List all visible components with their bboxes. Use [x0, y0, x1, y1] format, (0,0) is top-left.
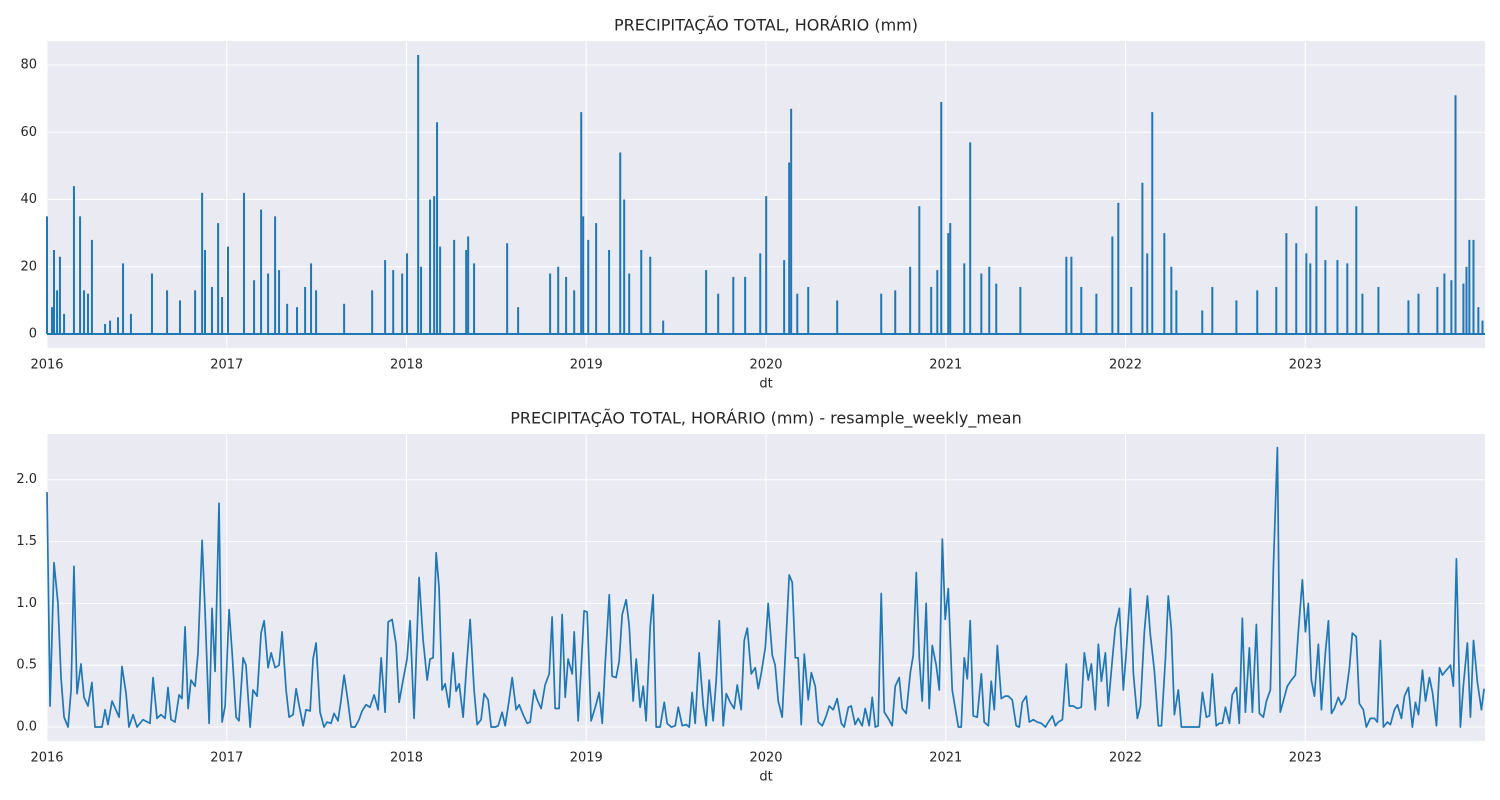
- y-tick-label: 0.0: [16, 720, 37, 735]
- x-tick-label: 2020: [749, 751, 782, 766]
- x-tick-label: 2022: [1109, 358, 1142, 373]
- x-tick-label: 2017: [210, 751, 243, 766]
- x-tick-label: 2017: [210, 358, 243, 373]
- x-tick-label: 2020: [749, 358, 782, 373]
- y-tick-label: 1.0: [16, 596, 37, 611]
- x-tick-label: 2021: [929, 751, 962, 766]
- y-tick-label: 60: [20, 125, 37, 140]
- x-tick-label: 2023: [1289, 358, 1322, 373]
- x-tick-label: 2022: [1109, 751, 1142, 766]
- x-tick-label: 2021: [929, 358, 962, 373]
- y-tick-label: 1.5: [16, 534, 37, 549]
- x-axis-label: dt: [759, 377, 772, 392]
- y-tick-label: 40: [20, 192, 37, 207]
- x-tick-label: 2019: [570, 751, 603, 766]
- y-tick-label: 2.0: [16, 472, 37, 487]
- x-tick-label: 2018: [390, 751, 423, 766]
- x-tick-label: 2018: [390, 358, 423, 373]
- x-axis-label: dt: [759, 770, 772, 785]
- y-tick-label: 0: [29, 327, 37, 342]
- x-tick-label: 2023: [1289, 751, 1322, 766]
- x-tick-label: 2019: [570, 358, 603, 373]
- y-tick-label: 80: [20, 58, 37, 73]
- chart-title: PRECIPITAÇÃO TOTAL, HORÁRIO (mm) - resam…: [510, 409, 1022, 429]
- y-tick-label: 0.5: [16, 658, 37, 673]
- series-line: [46, 446, 1485, 728]
- x-tick-label: 2016: [30, 358, 63, 373]
- chart-title: PRECIPITAÇÃO TOTAL, HORÁRIO (mm): [614, 16, 918, 35]
- y-tick-label: 20: [20, 259, 37, 274]
- x-tick-label: 2016: [30, 751, 63, 766]
